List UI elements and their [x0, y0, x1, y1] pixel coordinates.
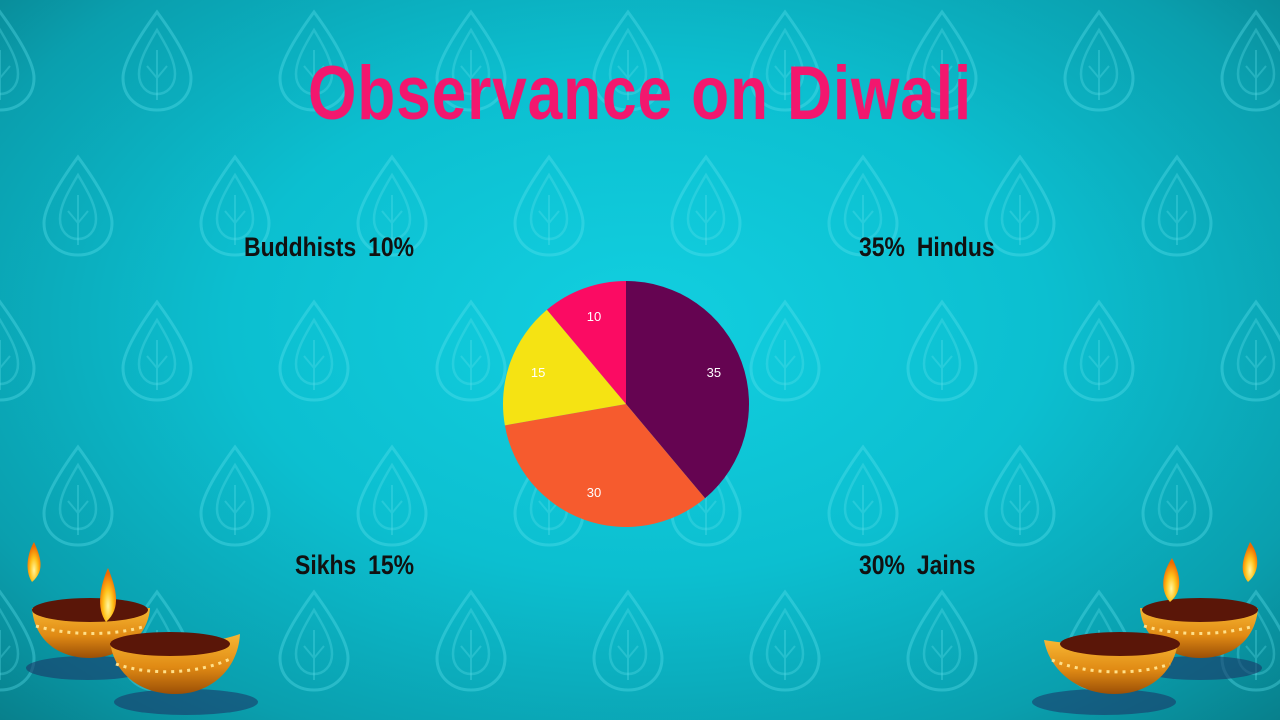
label-jains-name: Jains	[916, 550, 976, 580]
label-hindus: 35% Hindus	[859, 232, 995, 263]
label-jains: 30% Jains	[859, 550, 976, 581]
pie-slice-buddhists	[546, 281, 626, 404]
diya-lamp-icon	[1032, 632, 1180, 715]
label-sikhs: Sikhs 15%	[295, 550, 414, 581]
pie-data-label-hindus: 35	[707, 365, 721, 380]
pie-data-label-buddhists: 10	[587, 309, 601, 324]
pie-data-label-sikhs: 15	[531, 365, 545, 380]
label-hindus-percent: 35%	[859, 232, 905, 262]
diya-lamp-right-group	[1032, 542, 1262, 715]
label-buddhists: Buddhists 10%	[244, 232, 414, 263]
slide-title: Observance on Diwali	[307, 51, 973, 136]
label-sikhs-name: Sikhs	[294, 550, 357, 580]
pie-slice-sikhs	[503, 309, 626, 426]
pie-slice-jains	[504, 404, 706, 527]
pie-slice-hindus	[626, 281, 749, 499]
label-hindus-name: Hindus	[916, 232, 995, 262]
label-sikhs-percent: 15%	[368, 550, 414, 580]
label-buddhists-percent: 10%	[368, 232, 414, 262]
label-buddhists-name: Buddhists	[243, 232, 357, 262]
diya-lamp-left-group	[26, 542, 258, 715]
diya-lamp-icon	[100, 568, 258, 715]
pie-data-label-jains: 30	[587, 485, 601, 500]
label-jains-percent: 30%	[859, 550, 905, 580]
